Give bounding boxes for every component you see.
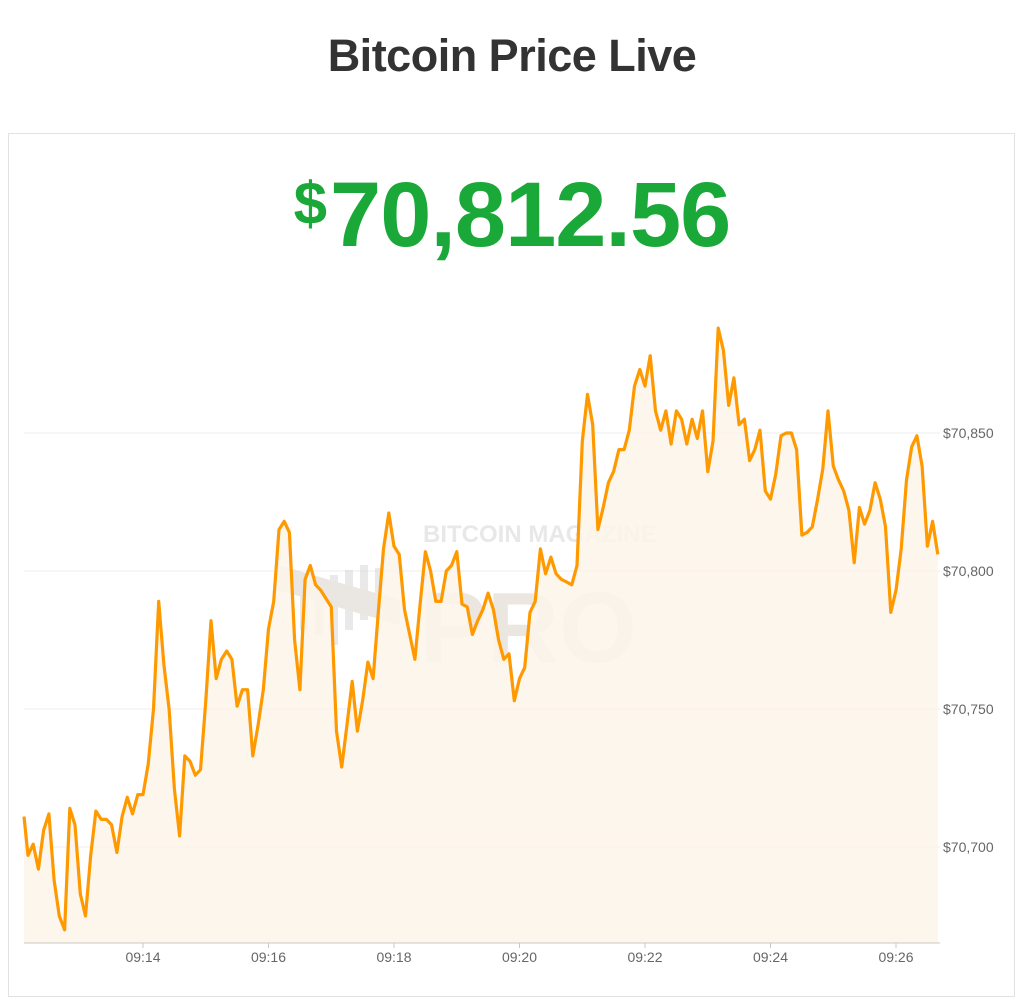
price-line [22,326,940,932]
x-tick-label: 09:14 [125,949,160,965]
price-value: 70,812.56 [330,164,731,266]
x-tick-label: 09:26 [878,949,913,965]
x-tick-label: 09:16 [251,949,286,965]
y-tick-label: $70,850 [943,425,994,441]
x-tick-label: 09:18 [376,949,411,965]
x-tick-label: 09:20 [502,949,537,965]
price-area-fill [24,328,938,944]
currency-symbol: $ [293,170,327,237]
chart-card [8,133,1015,997]
current-price: $70,812.56 [0,163,1024,268]
page-title: Bitcoin Price Live [327,30,697,81]
y-tick-label: $70,800 [943,563,994,579]
y-tick-label: $70,750 [943,701,994,717]
x-axis: 09:14 09:16 09:18 09:20 09:22 09:24 09:26 [125,943,914,965]
y-tick-label: $70,700 [943,839,994,855]
x-tick-label: 09:22 [627,949,662,965]
y-axis: $70,700 $70,750 $70,800 $70,850 [943,425,994,855]
x-tick-label: 09:24 [753,949,788,965]
